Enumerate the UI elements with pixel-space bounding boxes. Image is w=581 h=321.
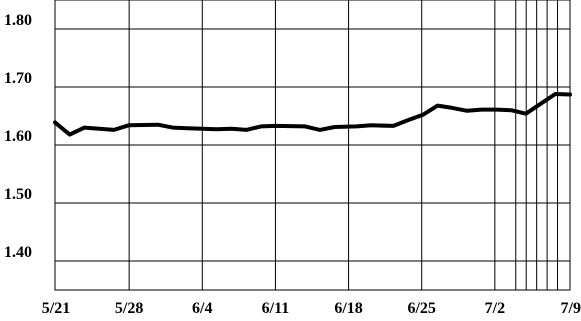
x-tick-label: 7/9 [561,300,581,317]
data-point [392,125,394,127]
y-tick-label: 1.60 [4,128,32,145]
data-point [319,129,321,131]
data-point [510,109,512,111]
data-point [481,109,483,111]
data-point [525,113,527,115]
grid [55,0,570,290]
data-point [495,109,497,111]
data-point [245,129,247,131]
y-tick-label: 1.40 [4,244,32,261]
x-tick-label: 7/2 [485,300,505,317]
y-tick-label: 1.80 [4,12,32,29]
data-point [370,124,372,126]
data-point [113,129,115,131]
x-tick-label: 5/28 [115,300,143,317]
data-point [231,128,233,130]
data-point [54,121,56,123]
data-point [157,124,159,126]
x-tick-label: 6/4 [192,300,212,317]
data-point [83,127,85,129]
data-point [216,128,218,130]
data-point [275,125,277,127]
data-point [422,114,424,116]
data-point [304,125,306,127]
x-tick-label: 5/21 [42,300,70,317]
data-point [172,127,174,129]
data-point [69,134,71,136]
data-point [466,110,468,112]
data-point [260,125,262,127]
data-point [437,105,439,107]
data-point [569,94,571,96]
y-tick-label: 1.70 [4,70,32,87]
x-tick-label: 6/25 [407,300,435,317]
data-point [128,124,130,126]
y-tick-label: 1.50 [4,186,32,203]
y-axis-ticks: 1.40 1.50 1.60 1.70 1.80 [4,12,32,261]
x-tick-label: 6/11 [262,300,290,317]
data-point [407,119,409,121]
data-point [451,107,453,109]
data-point [334,126,336,128]
x-tick-label: 6/18 [334,300,362,317]
data-point [554,93,556,95]
data-point [356,125,358,127]
data-point [186,127,188,129]
series-points [54,93,571,136]
x-axis-ticks: 5/21 5/28 6/4 6/11 6/18 6/25 7/2 7/9 [42,300,581,317]
data-point [540,103,542,105]
